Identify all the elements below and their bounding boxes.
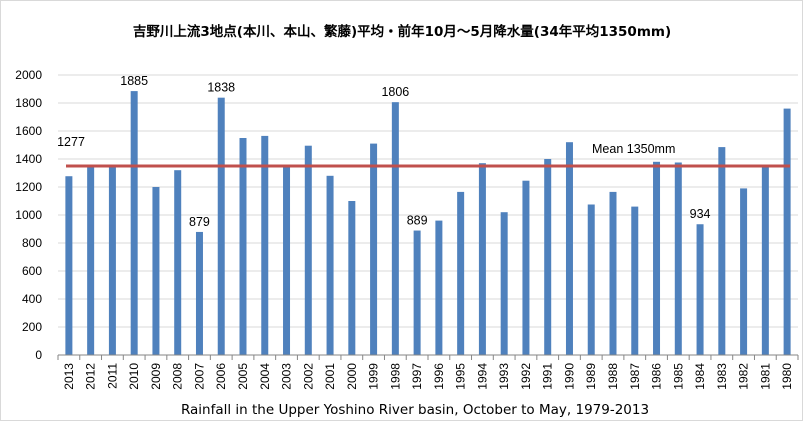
bar-2001 [326,175,334,355]
x-tick-label: 2000 [345,363,359,390]
data-label-2007: 879 [189,215,210,229]
bar-1988 [609,191,617,355]
x-tick-label: 1985 [671,363,685,390]
bar-1992 [522,180,530,355]
y-tick-label: 0 [35,348,42,362]
x-tick-label: 1992 [519,363,533,390]
x-tick-label: 1993 [497,363,511,390]
bar-1991 [544,159,552,355]
mean-line-label: Mean 1350mm [592,142,675,156]
chart-title: 吉野川上流3地点(本川、本山、繁藤)平均・前年10月～5月降水量(34年平均13… [133,23,671,40]
bar-1998 [391,102,399,355]
x-tick-label: 1999 [367,363,381,390]
bar-2006 [217,97,225,356]
bar-2002 [304,145,312,355]
y-tick-label: 2000 [15,68,42,82]
data-label-2013: 1277 [57,135,85,149]
bar-1980 [783,108,791,355]
y-tick-label: 1200 [15,180,42,194]
bar-1995 [457,191,465,355]
data-label-2010: 1885 [120,74,148,88]
bar-2004 [261,135,269,355]
x-tick-label: 1995 [454,363,468,390]
bars [65,91,791,356]
x-tick-label: 1997 [410,363,424,390]
bar-2008 [174,170,182,355]
bar-1999 [370,143,378,355]
bar-1996 [435,220,443,355]
bar-1993 [500,212,508,355]
x-tick-label: 1994 [475,363,489,390]
y-tick-label: 400 [22,292,42,306]
data-label-2006: 1838 [207,81,235,95]
x-tick-label: 1996 [432,363,446,390]
x-tick-label: 1982 [737,363,751,390]
x-tick-label: 1991 [541,363,555,390]
bar-2005 [239,138,247,355]
x-tick-label: 2010 [127,363,141,390]
x-tick-label: 1990 [562,363,576,390]
bar-2009 [152,187,160,355]
x-tick-label: 1998 [388,363,402,390]
x-tick-label: 2013 [62,363,76,390]
bar-2012 [87,167,95,355]
bar-1985 [674,162,682,355]
gridlines [58,74,798,356]
x-tick-label: 2007 [192,363,206,390]
x-tick-label: 2012 [84,363,98,390]
data-label-1984: 934 [690,207,711,221]
bar-2000 [348,201,356,355]
bar-2013 [65,176,73,355]
bar-1982 [740,188,748,355]
bar-2003 [283,166,291,355]
data-label-1997: 889 [407,214,428,228]
y-tick-label: 1000 [15,208,42,222]
x-tick-label: 1987 [628,363,642,390]
x-tick-label: 2006 [214,363,228,390]
bar-1997 [413,230,421,355]
x-tick-label: 2011 [105,363,119,389]
bar-1990 [565,142,573,355]
y-tick-label: 600 [22,264,42,278]
bar-1989 [587,204,595,355]
x-tick-label: 1984 [693,363,707,390]
x-tick-label: 2008 [171,363,185,390]
y-axis-ticks: 0 200 400 600 800 1000 1200 1400 1600 1800 2000 [15,68,42,362]
bar-1987 [631,206,639,355]
x-axis-title: Rainfall in the Upper Yoshino River basi… [181,402,649,418]
x-tick-label: 2009 [149,363,163,390]
x-tick-label: 1981 [758,363,772,390]
bar-1994 [478,163,486,355]
bar-1984 [696,224,704,355]
bar-1981 [761,167,769,355]
x-tick-label: 1986 [650,363,664,390]
bar-2007 [195,231,203,355]
bar-1986 [653,161,661,355]
x-tick-label: 1989 [584,363,598,390]
bar-1983 [718,147,726,355]
x-tick-label: 1988 [606,363,620,390]
x-tick-label: 1980 [780,363,794,390]
x-axis-ticks: 2013 2012 2011 2010 2009 2008 2007 2006 2005 2004… [57,355,799,390]
x-tick-label: 1983 [715,363,729,390]
bar-2011 [108,166,116,355]
data-labels: 1277 1885 879 1838 1806 889 934 [57,74,710,229]
x-tick-label: 2002 [301,363,315,390]
y-tick-label: 1800 [15,96,42,110]
data-label-1998: 1806 [381,85,409,99]
y-tick-label: 1400 [15,152,42,166]
x-tick-label: 2001 [323,363,337,390]
y-tick-label: 800 [22,236,42,250]
x-tick-label: 2004 [258,363,272,390]
y-tick-label: 200 [22,320,42,334]
x-tick-label: 2005 [236,363,250,390]
x-tick-label: 2003 [280,363,294,390]
bar-2010 [130,91,138,355]
y-tick-label: 1600 [15,124,42,138]
